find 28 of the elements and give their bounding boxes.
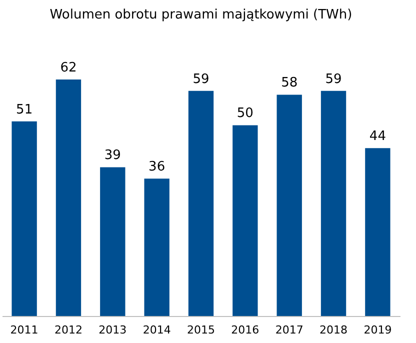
x-tick-label: 2019 <box>364 324 392 336</box>
data-label: 58 <box>281 76 298 91</box>
x-tick-label: 2018 <box>320 324 348 336</box>
bar <box>365 148 390 316</box>
data-label: 59 <box>192 72 210 87</box>
x-tick-label: 2017 <box>275 324 304 336</box>
data-label: 62 <box>60 60 77 76</box>
data-label: 39 <box>104 148 121 164</box>
x-tick-label: 2013 <box>98 324 127 336</box>
data-label: 51 <box>16 102 33 118</box>
x-tick-label: 2014 <box>142 324 171 336</box>
x-tick-label: 2012 <box>54 324 82 336</box>
chart-title: Wolumen obrotu prawami majątkowymi (TWh) <box>50 7 352 22</box>
bar <box>276 94 302 316</box>
data-label: 50 <box>236 106 254 122</box>
bar <box>320 90 346 316</box>
bar <box>188 90 214 316</box>
data-label: 59 <box>325 72 342 87</box>
data-label: 44 <box>369 129 386 144</box>
bar <box>56 79 82 316</box>
x-tick-label: 2011 <box>10 324 38 336</box>
bar <box>100 167 126 316</box>
x-tick-label: 2016 <box>231 324 260 336</box>
bar <box>144 178 170 316</box>
bar <box>232 125 258 316</box>
data-label: 36 <box>148 160 166 175</box>
bar <box>12 121 37 316</box>
x-tick-label: 2015 <box>187 324 215 336</box>
